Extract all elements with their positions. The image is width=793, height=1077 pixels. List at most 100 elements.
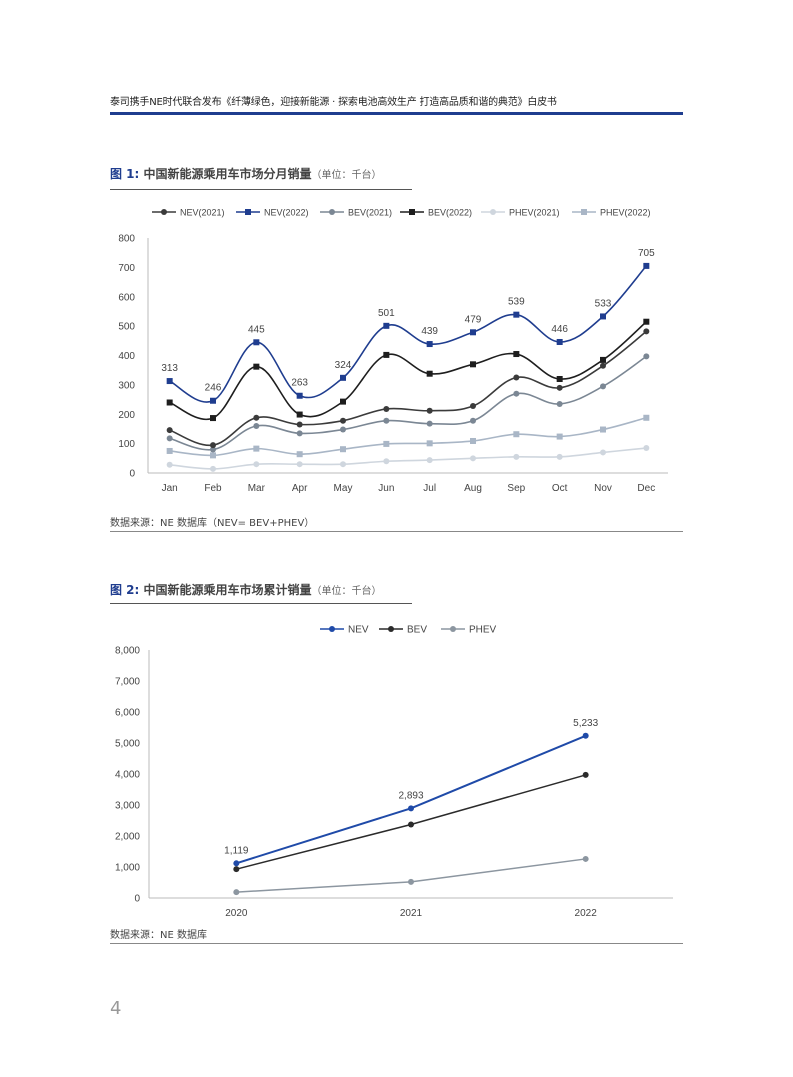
page-number: 4 [110,998,122,1019]
data-point [470,329,476,336]
x-tick-label: May [334,483,353,494]
figure1-title: 中国新能源乘用车市场分月销量 [143,167,312,181]
data-point [513,374,520,381]
data-point [383,440,390,447]
legend-item-nev-2021: NEV(2021) [152,208,225,218]
data-point [556,384,563,391]
data-label: 501 [378,308,395,319]
data-label: 705 [638,248,655,259]
cumulative-sales-chart: 0 1,000 2,000 3,000 4,000 5,000 6,000 7,000 8,00… [110,610,696,922]
data-label: 539 [508,297,525,308]
x-tick-label: 2022 [575,908,598,919]
data-point [296,451,303,458]
data-point [166,435,173,442]
series-line [169,447,647,470]
data-point [470,437,476,444]
series-line [169,417,647,457]
series-nev-2022: 313 246 445 263 324 501 439 479 539 446 533 705 [161,248,655,404]
data-point [426,407,433,414]
data-point [253,414,260,421]
x-tick-label: Jul [423,483,436,494]
data-point [556,338,563,345]
data-point [426,370,433,377]
data-point [340,374,346,381]
legend-label: NEV(2021) [180,208,225,218]
data-point [426,341,433,348]
data-point [340,417,346,424]
data-label: 2,893 [398,790,423,801]
figure1-unit: （单位：千台） [311,170,382,181]
legend-label: PHEV [469,625,497,636]
series-bev-2021 [166,353,650,453]
series-line [236,858,586,893]
legend-marker [329,209,335,215]
legend-label: NEV [348,625,369,636]
legend-item-bev: BEV [379,625,427,636]
data-point [166,427,173,434]
series-line [169,265,647,403]
data-point [233,860,240,867]
data-label: 1,119 [224,845,249,856]
data-point [383,458,390,465]
data-point [408,805,414,812]
legend-marker [388,626,394,632]
y-tick-label: 700 [118,263,135,274]
y-tick-label: 5,000 [115,739,140,750]
x-tick-label: Oct [552,483,568,494]
data-point [408,878,414,885]
legend-item-phev-2021: PHEV(2021) [481,208,560,218]
data-label: 533 [595,298,612,309]
y-tick-label: 100 [118,439,135,450]
y-tick-label: 200 [118,410,135,421]
page-header-title: 泰司携手NE时代联合发布《纤薄绿色，迎接新能源 · 探索电池高效生产 打造高品质… [110,97,557,108]
data-point [426,440,433,447]
series-line [169,321,647,421]
data-point [210,465,216,472]
y-tick-label: 500 [118,322,135,333]
legend-marker [450,626,456,632]
legend-marker [490,209,496,215]
data-point [556,433,563,440]
y-tick-label: 0 [129,469,135,480]
data-point [210,415,216,422]
y-tick-label: 4,000 [115,770,140,781]
data-point [253,461,260,468]
data-point [513,453,520,460]
data-point [296,411,303,418]
figure2-caption: 图 2: 中国新能源乘用车市场累计销量（单位：千台） [110,581,382,598]
data-point [296,461,303,468]
data-point [408,821,414,828]
data-point [600,426,606,433]
data-point [470,403,476,410]
y-tick-label: 3,000 [115,801,140,812]
legend-marker [409,209,415,215]
figure2-unit: （单位：千台） [311,586,382,597]
data-point [233,866,240,873]
data-point [233,889,240,896]
legend-label: BEV(2021) [348,208,392,218]
monthly-sales-chart: 0 100 200 300 400 500 600 700 800 Jan Feb Mar Apr May… [110,196,684,501]
series-bev [233,771,589,873]
x-tick-label: 2021 [400,908,423,919]
data-point [643,328,650,335]
data-point [296,421,303,428]
data-point [582,855,589,862]
data-point [210,446,216,453]
data-point [556,453,563,460]
header-divider [110,112,683,115]
data-point [513,311,520,318]
data-point [470,361,476,368]
data-label: 445 [248,324,265,335]
x-tick-label: Feb [204,483,222,494]
data-point [210,452,216,459]
legend-item-phev-2022: PHEV(2022) [572,208,651,218]
cumulative-sales-chart-svg: 0 1,000 2,000 3,000 4,000 5,000 6,000 7,000 8,00… [115,625,673,919]
series-nev-2021 [166,328,650,449]
data-point [166,378,173,385]
data-point [600,449,606,456]
data-point [210,442,216,449]
data-label: 263 [291,378,308,389]
data-point [513,351,520,358]
data-point [166,399,173,406]
legend-marker [245,209,251,215]
